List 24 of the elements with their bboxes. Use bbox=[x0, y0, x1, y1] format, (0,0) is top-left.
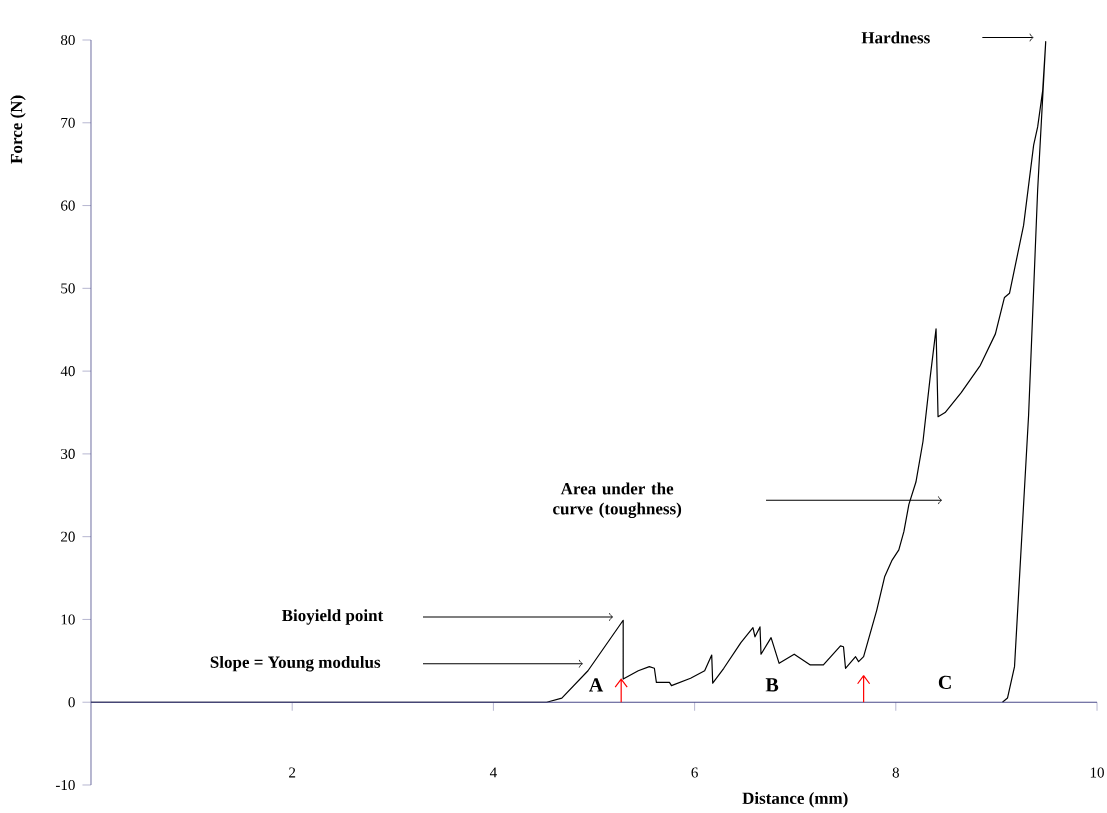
y-tick-label: 40 bbox=[60, 366, 75, 377]
annotation: B bbox=[765, 678, 779, 692]
y-axis-title: Force (N) bbox=[10, 95, 26, 164]
y-tick-label: 60 bbox=[61, 200, 75, 211]
x-tick-label: 6 bbox=[691, 767, 698, 778]
x-tick-label: 10 bbox=[1090, 767, 1104, 778]
annotation: Area under the curve (toughness) bbox=[553, 482, 682, 519]
annotation: Slope = Young modulus bbox=[210, 655, 381, 672]
x-tick-label: 2 bbox=[289, 767, 296, 778]
y-tick-label: 70 bbox=[61, 117, 75, 128]
annotation: A bbox=[588, 678, 604, 692]
y-tick-label: 30 bbox=[61, 448, 75, 459]
y-tick-label: 80 bbox=[60, 34, 75, 46]
y-tick-label: 10 bbox=[61, 614, 75, 625]
annotation: Bioyield point bbox=[281, 609, 384, 625]
x-tick-label: 8 bbox=[892, 767, 899, 778]
y-tick-label: 50 bbox=[61, 283, 75, 294]
y-tick-label: 0 bbox=[68, 697, 75, 708]
annotation: Hardness bbox=[861, 31, 930, 44]
y-tick-label: 20 bbox=[61, 531, 75, 542]
y-tick-label: -10 bbox=[55, 779, 75, 791]
x-axis-title: Distance (mm) bbox=[742, 792, 848, 808]
x-tick-label: 4 bbox=[489, 767, 497, 778]
annotation: C bbox=[938, 675, 951, 690]
